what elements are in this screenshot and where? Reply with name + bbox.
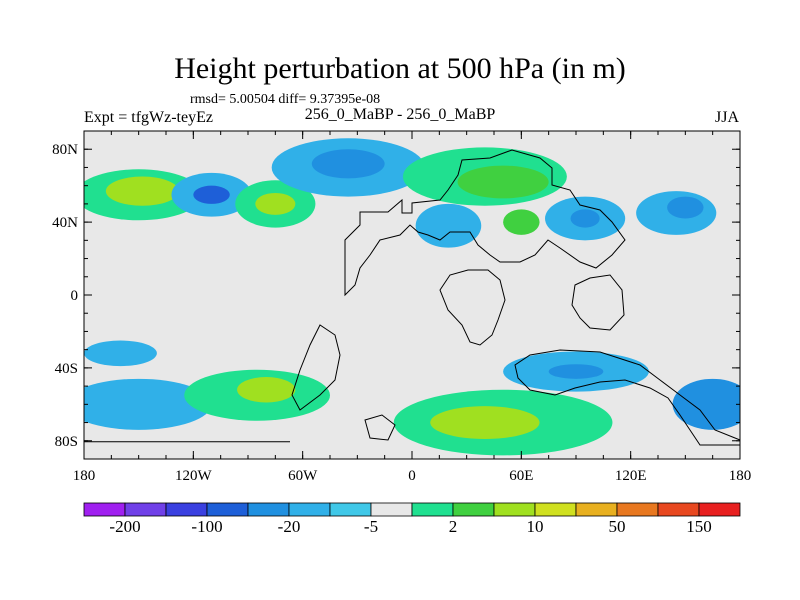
y-tick-label: 40S	[55, 361, 78, 377]
contour-blob-np-16	[667, 196, 704, 219]
colorbar-swatch	[370, 502, 413, 517]
coastline-4	[291, 324, 341, 411]
season-label: JJA	[715, 109, 740, 126]
contour-blob-np-2	[105, 176, 179, 206]
contour-fill-group	[84, 138, 740, 456]
colorbar-label: -200	[109, 517, 140, 536]
contour-blob-np-8	[311, 149, 385, 179]
x-tick-label: 120E	[615, 468, 647, 484]
colorbar-swatch	[83, 502, 126, 517]
colorbar-label: 10	[527, 517, 544, 536]
contour-blob-sp-4	[237, 377, 296, 403]
contour-blob-np-6	[255, 192, 296, 215]
colorbar-swatch	[411, 502, 454, 517]
coastline-1	[344, 149, 626, 297]
stats-label: rmsd= 5.00504 diff= 9.37395e-08	[190, 92, 381, 107]
contour-blob-np-4	[193, 185, 230, 204]
colorbar-swatch	[493, 502, 536, 517]
colorbar-swatch	[165, 502, 208, 517]
colorbar-label: 2	[449, 517, 458, 536]
colorbar-swatch	[124, 502, 167, 517]
x-tick-label: 120W	[175, 468, 213, 484]
y-tick-label: 80S	[55, 434, 78, 450]
colorbar-swatch	[288, 502, 331, 517]
x-tick-label: 0	[408, 468, 416, 484]
x-tick-label: 180	[73, 468, 96, 484]
colorbar-label: -20	[278, 517, 301, 536]
contour-blob-np-10	[457, 165, 549, 199]
colorbar-swatch	[247, 502, 290, 517]
y-tick-label: 40N	[52, 215, 78, 231]
colorbar-label: 50	[609, 517, 626, 536]
subtitle-label: 256_0_MaBP - 256_0_MaBP	[304, 106, 496, 123]
colorbar-swatch	[575, 502, 618, 517]
experiment-label: Expt = tfgWz-teyEz	[84, 109, 213, 126]
colorbar-swatch	[452, 502, 495, 517]
colorbar-label: -100	[191, 517, 222, 536]
y-tick-label: 0	[71, 288, 79, 304]
contour-blob-sp-8	[548, 364, 604, 379]
colorbar-swatch	[698, 502, 741, 517]
colorbar-swatch	[534, 502, 577, 517]
colorbar-label: 150	[686, 517, 712, 536]
coastline-5	[364, 414, 396, 441]
contour-blob-sp-9	[672, 378, 740, 430]
colorbar-swatch	[657, 502, 700, 517]
contour-blob-np-11	[415, 203, 482, 248]
contour-blob-np-14	[570, 209, 600, 228]
contour-blob-np-12	[503, 209, 540, 235]
colorbar-swatch	[616, 502, 659, 517]
coastline-6	[514, 349, 741, 446]
contour-blob-sp-2	[84, 378, 212, 430]
colorbar-label: -5	[364, 517, 378, 536]
coastline-2	[439, 269, 506, 346]
chart-title: Height perturbation at 500 hPa (in m)	[174, 52, 626, 85]
x-tick-label: 60E	[509, 468, 533, 484]
y-tick-label: 80N	[52, 142, 78, 158]
contour-blob-sp-6	[430, 406, 540, 439]
coastline-3	[571, 274, 625, 331]
contour-blob-sp-1	[84, 340, 157, 367]
x-tick-label: 180	[729, 468, 752, 484]
colorbar-swatch	[206, 502, 249, 517]
colorbar-swatch	[329, 502, 372, 517]
x-tick-label: 60W	[288, 468, 318, 484]
